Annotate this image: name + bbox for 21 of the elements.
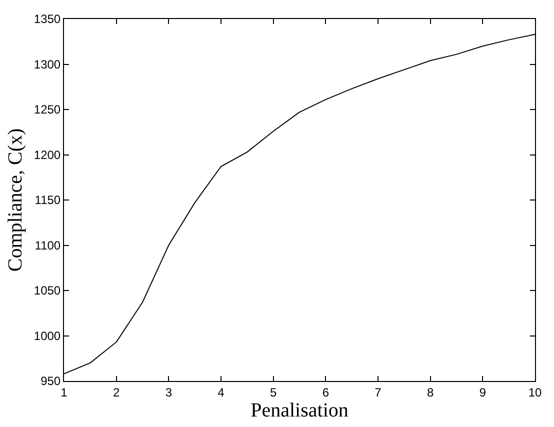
y-axis-title: Compliance, C(x) [4, 128, 26, 272]
x-tick-label: 7 [374, 385, 382, 400]
x-tick-label: 4 [218, 385, 225, 400]
y-tick-label: 1100 [34, 238, 61, 252]
x-tick-label: 8 [426, 385, 434, 400]
x-tick-label: 10 [528, 385, 542, 400]
y-tick-label: 1000 [34, 328, 61, 343]
y-tick-label: 950 [40, 374, 61, 388]
x-tick-label: 1 [60, 385, 68, 400]
x-tick-label: 9 [479, 385, 486, 400]
x-tick-label: 6 [322, 385, 330, 400]
x-tick-label: 5 [270, 385, 277, 400]
y-tick-label: 1350 [34, 12, 61, 26]
y-tick-label: 1250 [34, 102, 61, 117]
y-tick-label: 1150 [34, 193, 61, 208]
x-tick-label: 2 [112, 385, 120, 400]
y-tick-label: 1200 [34, 148, 61, 162]
y-tick-label: 1300 [34, 57, 61, 72]
y-tick-label: 1050 [34, 284, 61, 298]
x-axis-title: Penalisation [250, 399, 348, 422]
x-tick-label: 3 [165, 385, 172, 400]
